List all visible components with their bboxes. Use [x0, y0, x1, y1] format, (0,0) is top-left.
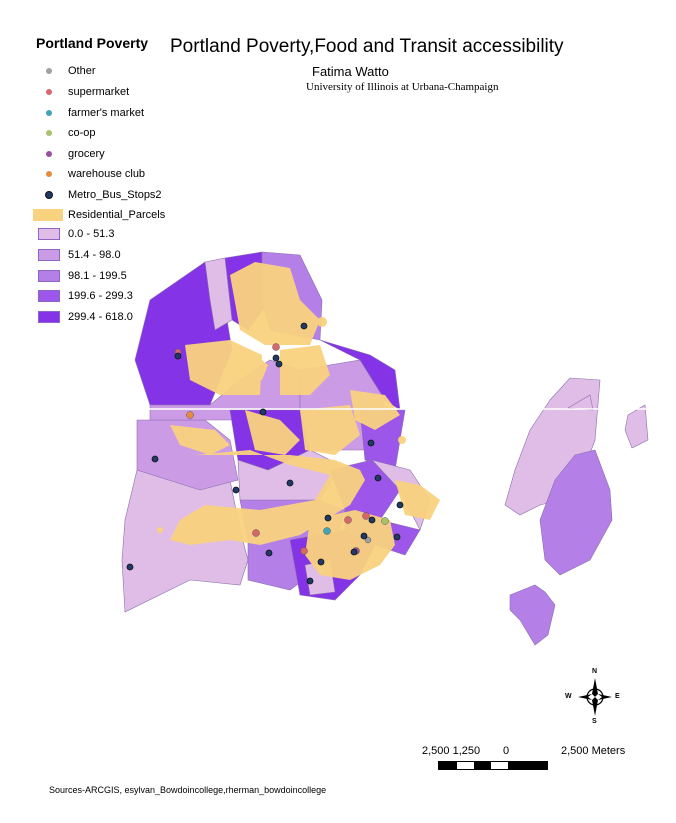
supermarket-point [362, 512, 370, 520]
legend-label: co-op [68, 127, 96, 139]
map-title: Portland Poverty,Food and Transit access… [170, 36, 564, 57]
legend-item-class-1: 0.0 - 51.3 [34, 224, 114, 244]
island-east [624, 404, 649, 449]
island-south [509, 584, 556, 646]
author-name: Fatima Watto [312, 64, 389, 79]
bus-stop-point [126, 563, 134, 571]
legend-item-supermarket: supermarket [34, 82, 129, 102]
class-5-symbol [38, 311, 60, 323]
institution-name: University of Illinois at Urbana-Champai… [306, 81, 499, 93]
bus-stop-point [360, 532, 368, 540]
legend-title: Portland Poverty [36, 35, 149, 51]
coop-symbol [46, 130, 52, 136]
east-label: E [615, 693, 620, 700]
north-label: N [592, 668, 598, 675]
grocery-symbol [46, 151, 52, 157]
scale-bar [438, 761, 548, 770]
legend-item-grocery: grocery [34, 144, 105, 164]
compass-rose-icon [578, 678, 612, 716]
legend-item-class-5: 299.4 - 618.0 [34, 307, 133, 327]
bus-stop-point [275, 360, 283, 368]
legend-item-other: Other [34, 61, 96, 81]
bus-stop-point [300, 322, 308, 330]
supermarket-point [300, 547, 308, 555]
legend-item-farmers-market: farmer's market [34, 103, 144, 123]
farmers-market-symbol [46, 110, 52, 116]
farmers-market-point [323, 527, 331, 535]
bus-stop-point [317, 558, 325, 566]
supermarket-point [272, 343, 280, 351]
bus-stop-point [306, 577, 314, 585]
warehouse-club-symbol [46, 171, 52, 177]
bus-stop-point [259, 408, 267, 416]
legend-label: 51.4 - 98.0 [68, 249, 121, 261]
west-label: W [565, 693, 572, 700]
scale-zero-label: 0 [503, 745, 510, 757]
legend-label: 0.0 - 51.3 [68, 228, 115, 240]
sources-note: Sources-ARCGIS, esylvan_Bowdoincollege,r… [49, 785, 327, 795]
bus-stops [126, 322, 404, 585]
bus-stop-point [368, 516, 376, 524]
class-2-symbol [38, 249, 60, 261]
bus-stop-point [272, 354, 280, 362]
island-middle [539, 449, 613, 576]
parcel-symbol [33, 209, 63, 221]
legend-label: warehouse club [68, 168, 146, 180]
legend-item-class-3: 98.1 - 199.5 [34, 266, 127, 286]
scale-left-labels: 2,500 1,250 [422, 745, 481, 757]
bus-stop-point [174, 352, 182, 360]
legend-item-warehouse-club: warehouse club [34, 164, 145, 184]
bus-stop-point [393, 533, 401, 541]
legend-item-class-4: 199.6 - 299.3 [34, 286, 133, 306]
bus-stop-point [367, 439, 375, 447]
legend-label: supermarket [68, 86, 130, 98]
legend-label: Metro_Bus_Stops2 [68, 189, 162, 201]
food-points [174, 343, 389, 555]
supermarket-point [344, 516, 352, 524]
bus-stop-point [324, 514, 332, 522]
legend-item-class-2: 51.4 - 98.0 [34, 245, 121, 265]
legend-label: Residential_Parcels [68, 209, 166, 221]
class-1-symbol [38, 228, 60, 240]
legend-label: farmer's market [68, 107, 145, 119]
bus-stop-point [350, 548, 358, 556]
tract-north-light [204, 257, 233, 331]
bus-stop-point [232, 486, 240, 494]
legend-label: Other [68, 65, 96, 77]
bus-stop-point [374, 474, 382, 482]
legend-item-parcels: Residential_Parcels [32, 205, 165, 225]
legend-label: 98.1 - 199.5 [68, 270, 127, 282]
legend-label: 199.6 - 299.3 [68, 290, 133, 302]
residential-parcels [157, 262, 440, 580]
bus-stop-point [265, 549, 273, 557]
supermarket-symbol [46, 89, 52, 95]
other-point [364, 536, 372, 544]
legend-item-coop: co-op [34, 123, 96, 143]
bus-stop-point [286, 479, 294, 487]
bus-stop-point [151, 455, 159, 463]
supermarket-point [252, 529, 260, 537]
warehouse-club-point [186, 411, 194, 419]
bus-stop-point [396, 501, 404, 509]
legend-label: 299.4 - 618.0 [68, 311, 133, 323]
class-3-symbol [38, 270, 60, 282]
south-label: S [592, 718, 597, 725]
coop-point [381, 517, 389, 525]
scale-right-label: 2,500 Meters [561, 745, 626, 757]
legend-item-bus-stops: Metro_Bus_Stops2 [34, 185, 162, 205]
other-symbol [46, 68, 52, 74]
bus-stop-symbol [45, 191, 53, 199]
legend-label: grocery [68, 148, 105, 160]
class-4-symbol [38, 290, 60, 302]
north-arrow: N S W E [565, 666, 620, 726]
